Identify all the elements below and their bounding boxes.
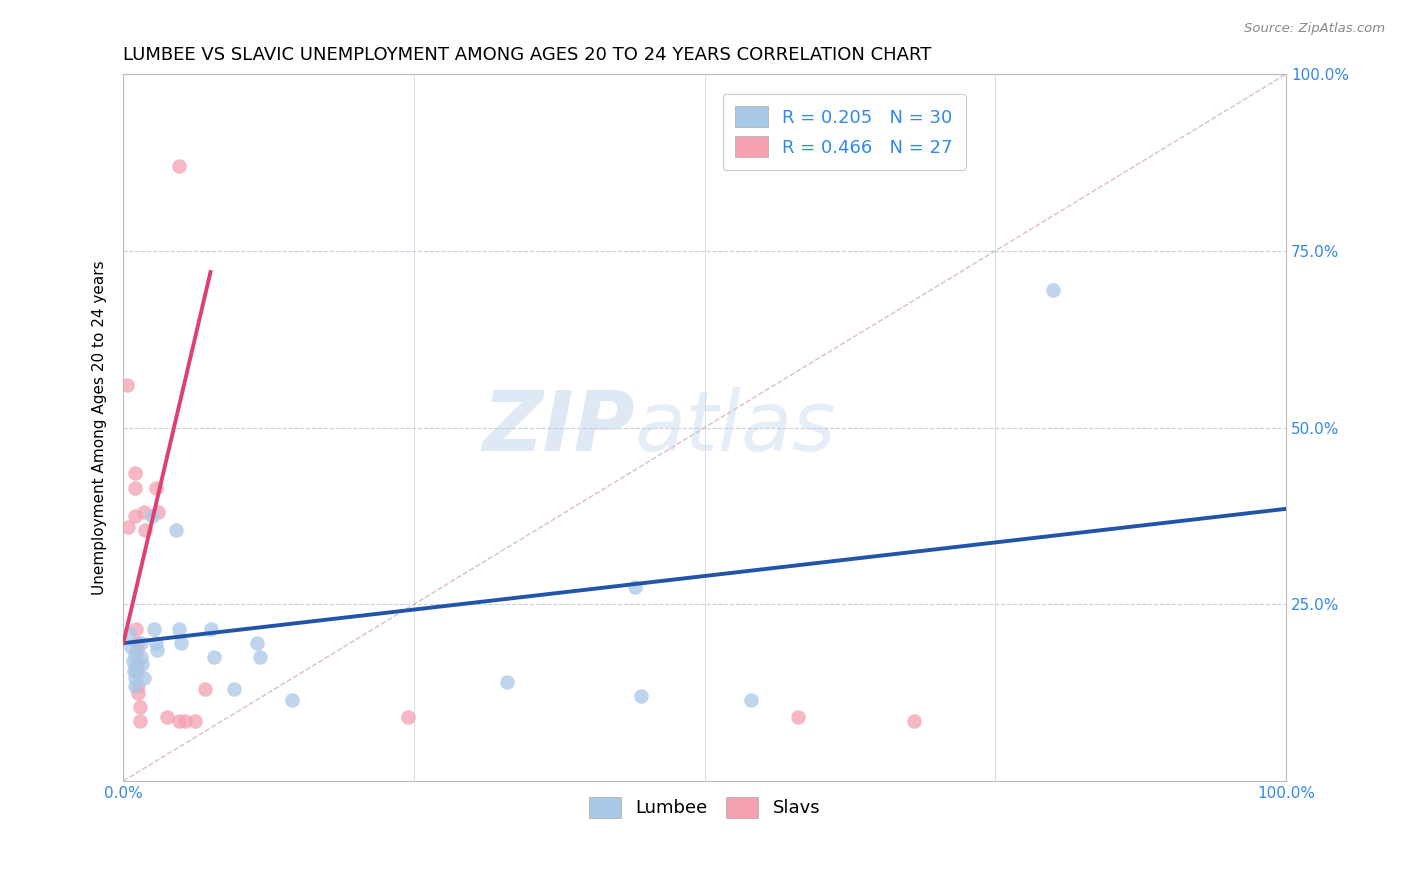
Point: [630, 689, 652, 703]
Point: [121, 654, 143, 668]
Text: ZIP: ZIP: [482, 387, 636, 468]
Text: LUMBEE VS SLAVIC UNEMPLOYMENT AMONG AGES 20 TO 24 YEARS CORRELATION CHART: LUMBEE VS SLAVIC UNEMPLOYMENT AMONG AGES…: [124, 46, 932, 64]
Text: Source: ZipAtlas.com: Source: ZipAtlas.com: [1244, 22, 1385, 36]
Point: [222, 682, 245, 697]
Point: [786, 710, 808, 724]
Point: [200, 622, 222, 636]
Point: [903, 714, 925, 728]
Text: atlas: atlas: [636, 387, 837, 468]
Point: [142, 622, 165, 636]
Point: [740, 692, 762, 706]
Point: [148, 505, 170, 519]
Point: [194, 682, 217, 697]
Point: [125, 622, 148, 636]
Point: [146, 643, 169, 657]
Point: [170, 636, 193, 650]
Point: [124, 647, 146, 661]
Point: [165, 523, 187, 537]
Point: [281, 692, 304, 706]
Y-axis label: Unemployment Among Ages 20 to 24 years: Unemployment Among Ages 20 to 24 years: [93, 260, 107, 595]
Point: [127, 679, 149, 693]
Point: [124, 672, 146, 686]
Point: [141, 508, 163, 523]
Point: [396, 710, 419, 724]
Point: [202, 650, 225, 665]
Point: [122, 665, 145, 679]
Point: [249, 650, 271, 665]
Legend: Lumbee, Slavs: Lumbee, Slavs: [582, 789, 828, 825]
Point: [167, 159, 190, 173]
Point: [134, 523, 156, 537]
Point: [496, 675, 519, 690]
Point: [127, 665, 149, 679]
Point: [128, 714, 150, 728]
Point: [1042, 283, 1064, 297]
Point: [127, 643, 149, 657]
Point: [145, 481, 167, 495]
Point: [128, 699, 150, 714]
Point: [124, 508, 146, 523]
Point: [134, 672, 156, 686]
Point: [117, 519, 139, 533]
Point: [167, 622, 190, 636]
Point: [115, 378, 138, 392]
Point: [624, 580, 647, 594]
Point: [127, 636, 149, 650]
Point: [120, 640, 142, 654]
Point: [127, 685, 149, 699]
Point: [127, 657, 149, 672]
Point: [156, 710, 179, 724]
Point: [184, 714, 207, 728]
Point: [246, 636, 269, 650]
Point: [124, 661, 146, 675]
Point: [129, 636, 152, 650]
Point: [124, 679, 146, 693]
Point: [134, 505, 156, 519]
Point: [167, 714, 190, 728]
Point: [118, 625, 141, 640]
Point: [129, 650, 152, 665]
Point: [124, 467, 146, 481]
Point: [124, 481, 146, 495]
Point: [174, 714, 197, 728]
Point: [145, 636, 167, 650]
Point: [131, 657, 153, 672]
